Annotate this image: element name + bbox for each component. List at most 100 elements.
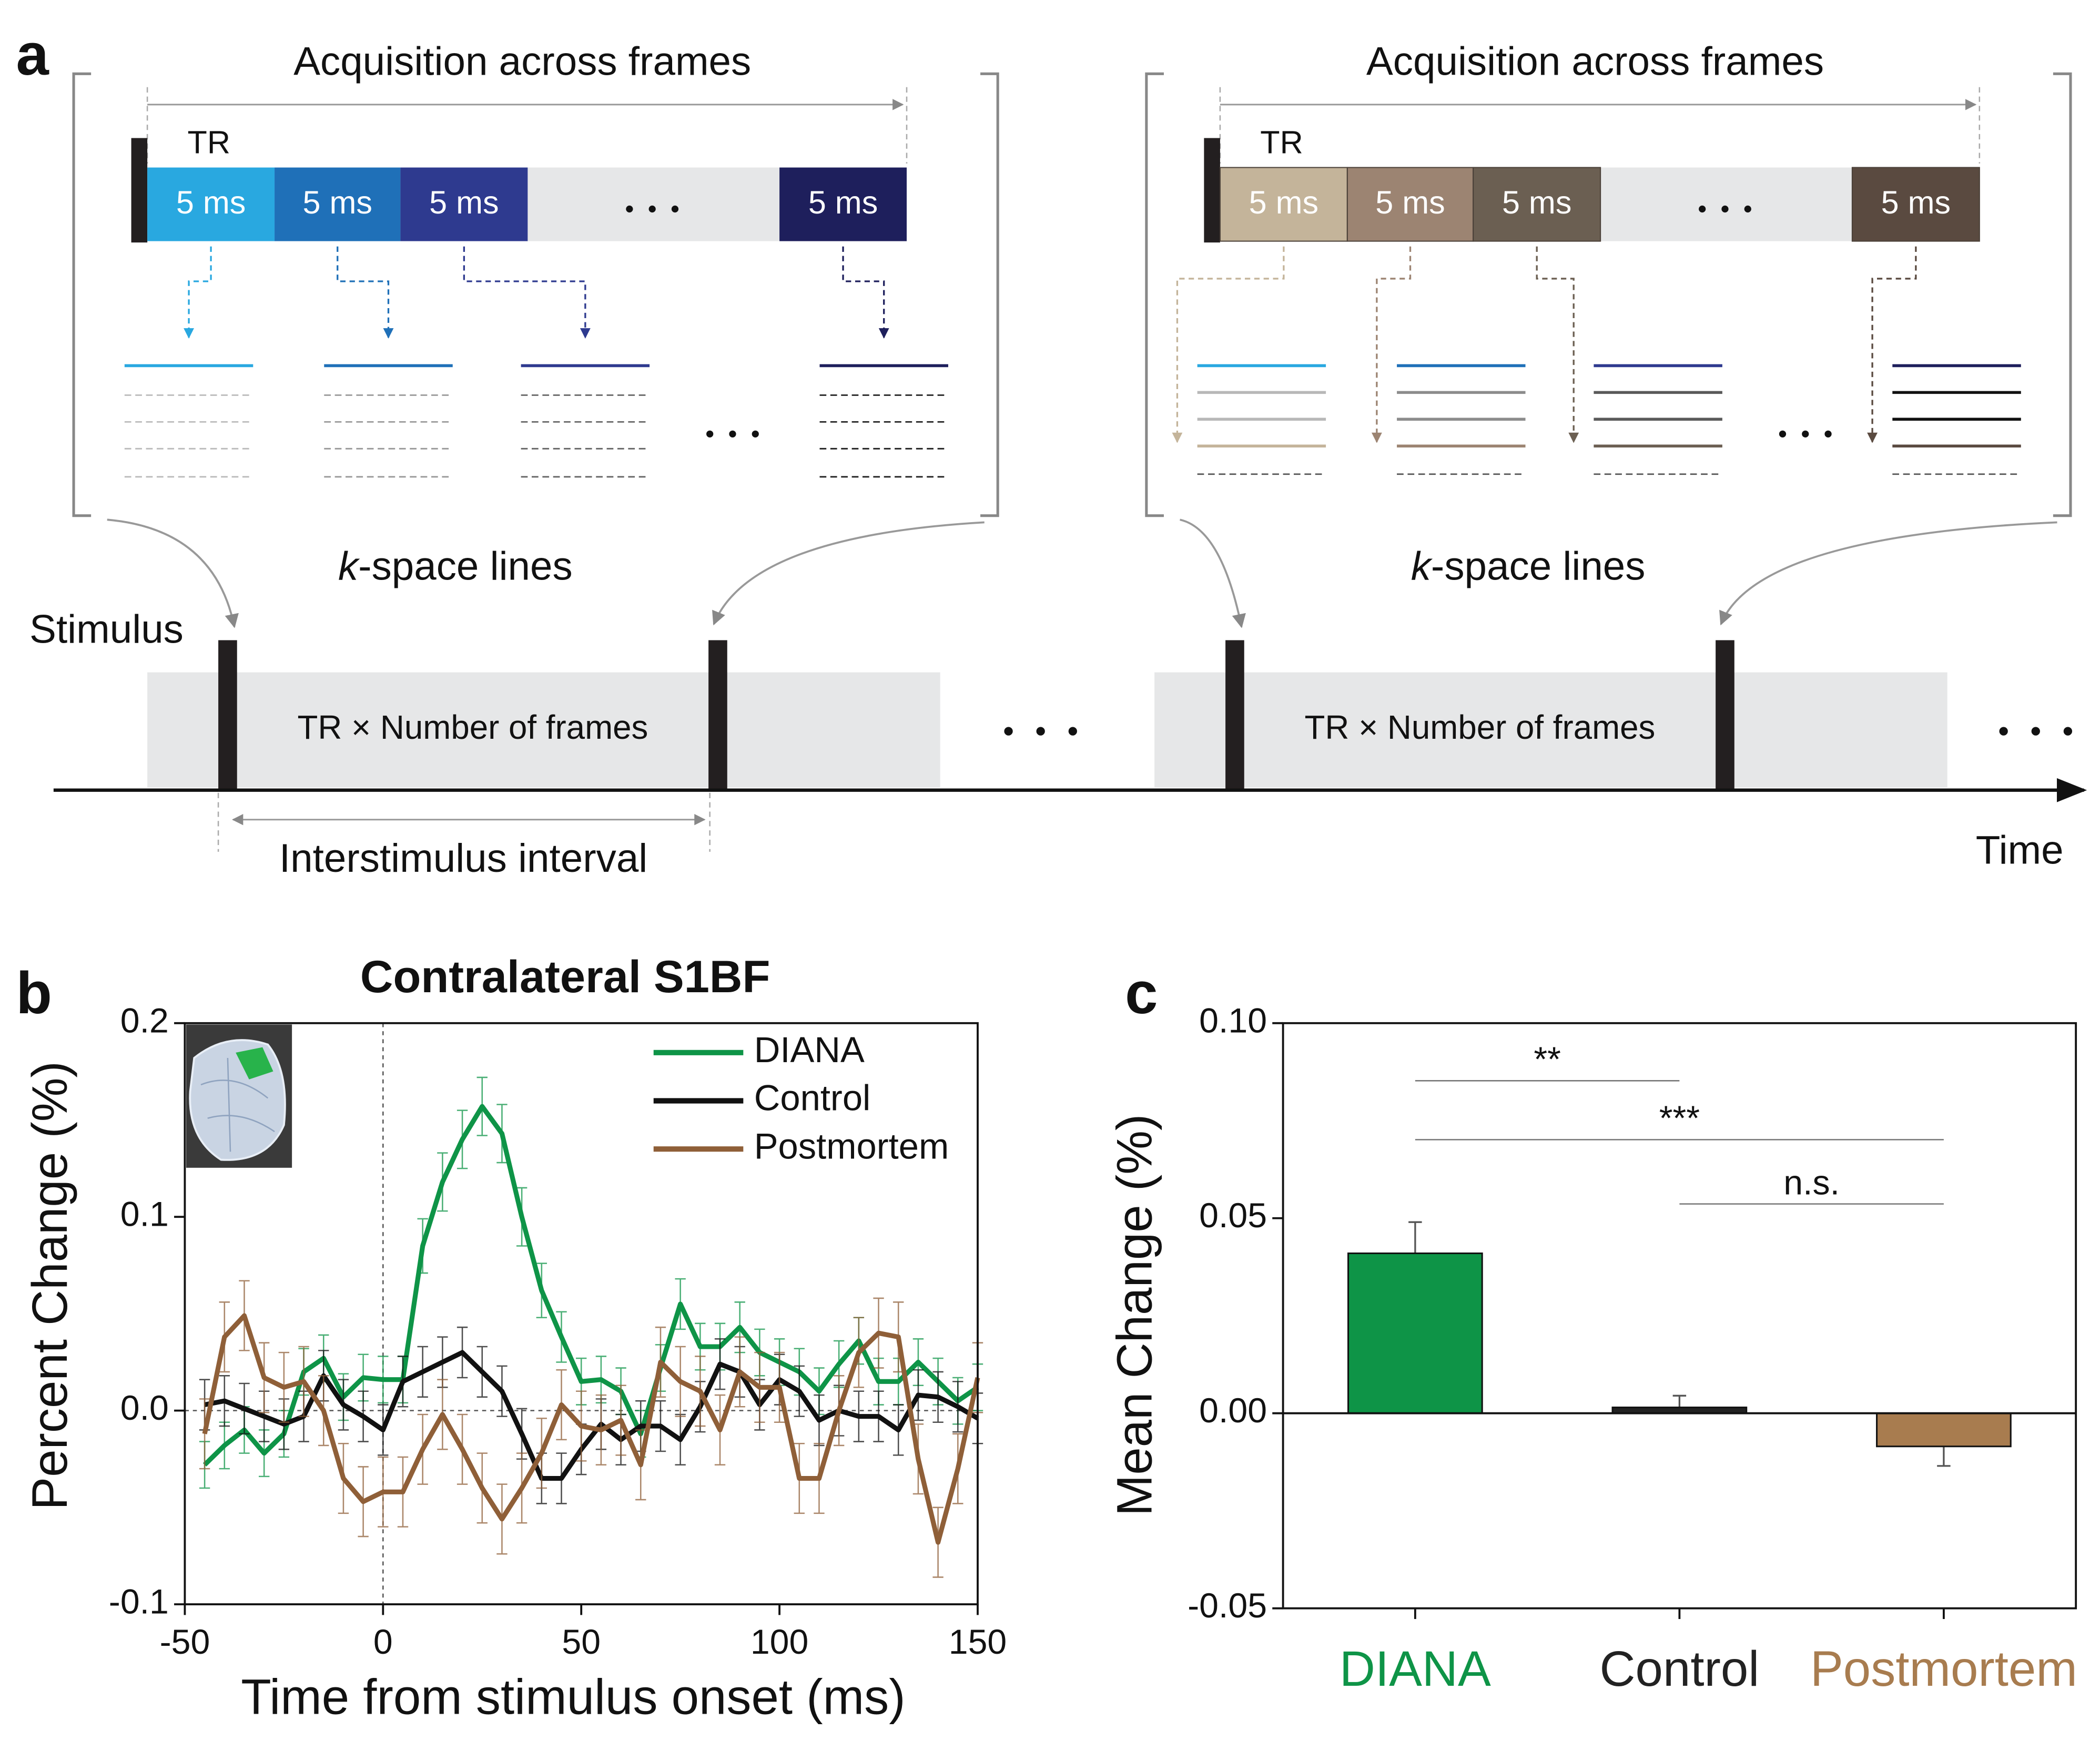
kspace-caption: k-space lines xyxy=(1411,544,1646,589)
window-label: TR × Number of frames xyxy=(1305,709,1656,746)
bracket xyxy=(72,72,999,517)
interval-guide xyxy=(217,792,711,852)
ellipsis-dot xyxy=(706,430,714,437)
series-line xyxy=(202,1313,980,1545)
ellipsis-dot xyxy=(1744,205,1751,213)
frame-block xyxy=(779,167,907,241)
frame-window xyxy=(147,672,940,788)
frame-block xyxy=(1346,167,1474,242)
guide-line xyxy=(1219,87,1981,164)
curved-arrow xyxy=(712,521,985,626)
guide-line xyxy=(146,87,908,164)
kspace-arrow xyxy=(184,246,212,339)
bracket xyxy=(1145,72,2072,517)
series-line xyxy=(202,1104,979,1467)
ellipsis-dot xyxy=(626,205,633,213)
kspace-caption-rest: -space lines xyxy=(1431,544,1646,589)
stimulus-bar xyxy=(708,640,727,790)
kspace-arrow xyxy=(1867,246,1917,443)
x-tick-label: 50 xyxy=(562,1623,601,1662)
kspace-arrow xyxy=(842,246,889,339)
ellipsis-dot xyxy=(2063,727,2073,736)
kspace-arrow xyxy=(1172,246,1285,443)
tr-label: TR xyxy=(1260,124,1303,160)
y-tick-label: 0.0 xyxy=(120,1389,169,1428)
y-axis-label: Mean Change (%) xyxy=(1107,1114,1162,1516)
ellipsis-dot xyxy=(1779,430,1787,437)
x-axis-label: Time from stimulus onset (ms) xyxy=(241,1669,905,1724)
ellipsis-dot xyxy=(2031,727,2040,736)
plot-frame xyxy=(1282,1022,2077,1610)
x-tick-label: 150 xyxy=(949,1623,1007,1662)
y-axis-label: Percent Change (%) xyxy=(22,1061,77,1510)
stimulus-label: Stimulus xyxy=(29,607,184,651)
tr-marker xyxy=(131,138,148,243)
frame-block xyxy=(1851,167,1980,242)
x-tick-label: 0 xyxy=(373,1623,393,1662)
time-label: Time xyxy=(1976,828,2064,873)
significance-label: n.s. xyxy=(1783,1163,1840,1202)
y-tick-label: 0.10 xyxy=(1199,1001,1267,1040)
block-gap xyxy=(527,167,780,241)
y-tick-label: -0.05 xyxy=(1188,1586,1267,1625)
frame-block xyxy=(400,167,528,241)
kspace-arrow xyxy=(1371,246,1412,443)
ellipsis-dot xyxy=(671,205,679,213)
legend-label: Postmortem xyxy=(754,1126,949,1166)
block-label: 5 ms xyxy=(808,185,878,220)
significance-label: *** xyxy=(1659,1099,1700,1138)
curved-arrow xyxy=(1719,521,2057,626)
ellipsis-dot xyxy=(1802,430,1809,437)
panel-label: a xyxy=(16,22,50,87)
kspace-caption-italic: k xyxy=(338,544,360,589)
x-tick-label: Control xyxy=(1600,1641,1760,1696)
block-label: 5 ms xyxy=(1502,185,1571,220)
inset-outline xyxy=(200,1057,275,1152)
ellipsis-dot xyxy=(648,205,656,213)
kspace-arrow xyxy=(1536,246,1579,443)
significance-label: ** xyxy=(1534,1040,1561,1079)
frame-window xyxy=(1154,672,1947,788)
frame-block xyxy=(275,167,401,241)
block-label: 5 ms xyxy=(1881,185,1951,220)
y-tick-label: 0.1 xyxy=(120,1195,169,1234)
ellipsis-dot xyxy=(752,430,759,437)
stimulus-bar xyxy=(1225,640,1244,790)
block-gap xyxy=(1600,167,1852,241)
chart-title: Contralateral S1BF xyxy=(360,952,770,1002)
ellipsis-dot xyxy=(1699,205,1706,213)
tr-marker xyxy=(1204,138,1220,243)
bar xyxy=(1347,1252,1483,1414)
x-tick-label: 100 xyxy=(750,1623,808,1662)
legend-label: Control xyxy=(754,1078,871,1118)
y-tick-label: -0.1 xyxy=(109,1582,169,1621)
ellipsis-dot xyxy=(1999,727,2008,736)
ellipsis-dot xyxy=(1068,727,1077,736)
x-tick-label: -50 xyxy=(160,1623,210,1662)
ellipsis-dot xyxy=(729,430,736,437)
frame-block xyxy=(1219,167,1348,242)
x-tick-label: Postmortem xyxy=(1810,1641,2077,1696)
panel-label: b xyxy=(16,960,52,1026)
interval-label: Interstimulus interval xyxy=(279,836,647,881)
kspace-arrow xyxy=(463,246,591,339)
inset-image xyxy=(186,1024,292,1168)
block-label: 5 ms xyxy=(303,185,372,220)
block-label: 5 ms xyxy=(429,185,499,220)
block-label: 5 ms xyxy=(1249,185,1318,220)
curved-arrow xyxy=(1180,518,1246,628)
inset-brain xyxy=(189,1039,286,1161)
ellipsis-dot xyxy=(1824,430,1832,437)
inset-roi xyxy=(236,1047,273,1080)
panel-label: c xyxy=(1125,960,1158,1026)
kspace-caption-italic: k xyxy=(1411,544,1433,589)
ellipsis-dot xyxy=(1036,727,1045,736)
tr-label: TR xyxy=(188,124,230,160)
x-tick-label: DIANA xyxy=(1340,1641,1491,1696)
stimulus-bar xyxy=(218,640,237,790)
y-tick-label: 0.05 xyxy=(1199,1196,1267,1235)
block-label: 5 ms xyxy=(176,185,246,220)
window-label: TR × Number of frames xyxy=(298,709,648,746)
